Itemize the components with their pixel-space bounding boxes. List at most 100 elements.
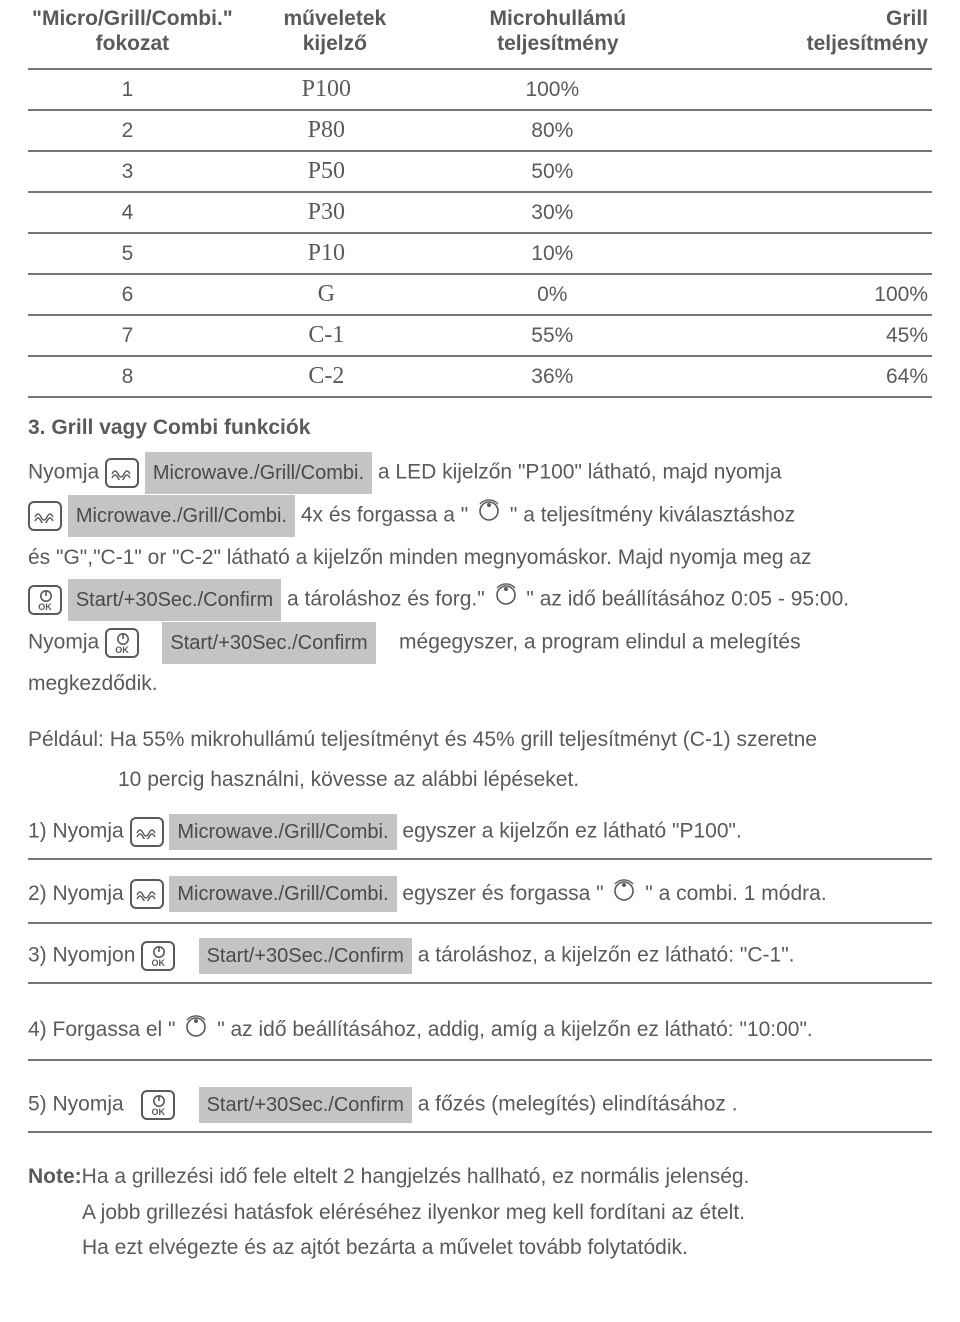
- table-row: 6G0%100%: [28, 275, 932, 314]
- cell-level: 2: [28, 111, 227, 150]
- start-label: Start/+30Sec./Confirm: [68, 579, 281, 621]
- cell-ops: C-1: [227, 316, 426, 355]
- note-label: Note:: [28, 1165, 82, 1188]
- text-4x: 4x és forgassa a ": [301, 504, 468, 527]
- cell-ops: C-2: [227, 357, 426, 396]
- mgc-label: Microwave./Grill/Combi.: [68, 495, 295, 537]
- dial-icon: [491, 578, 521, 622]
- power-ok-icon: OK: [141, 941, 175, 971]
- example-block: Például: Ha 55% mikrohullámú teljesítmén…: [28, 720, 932, 800]
- table-row: 8C-236%64%: [28, 357, 932, 396]
- cell-mw: 10%: [426, 234, 679, 273]
- cell-ops: P50: [227, 152, 426, 191]
- cell-level: 7: [28, 316, 227, 355]
- cell-mw: 100%: [426, 70, 679, 109]
- text-power-sel: " a teljesítmény kiválasztáshoz: [510, 504, 795, 527]
- cell-mw: 0%: [426, 275, 679, 314]
- cell-grill: [679, 152, 932, 191]
- step4-post: " az idő beállításához, addig, amíg a ki…: [217, 1018, 813, 1041]
- note-line1: Ha a grillezési idő fele eltelt 2 hangje…: [82, 1165, 750, 1188]
- power-ok-icon: OK: [141, 1090, 175, 1120]
- step-2: 2) Nyomja Microwave./Grill/Combi. egysze…: [28, 874, 932, 925]
- cell-grill: [679, 193, 932, 232]
- cell-ops: P80: [227, 111, 426, 150]
- instructions-block: Nyomja Microwave./Grill/Combi. a LED kij…: [28, 452, 932, 704]
- start-label: Start/+30Sec./Confirm: [199, 1087, 412, 1123]
- cell-level: 1: [28, 70, 227, 109]
- col-header-grill: Grill teljesítmény: [683, 0, 932, 68]
- step3-post: a tároláshoz, a kijelzőn ez látható: "C-…: [418, 944, 795, 967]
- text-led-p100: a LED kijelzőn "P100" látható, majd nyom…: [378, 461, 782, 484]
- col-header-level: "Micro/Grill/Combi." fokozat: [28, 0, 237, 68]
- wave-icon: [130, 879, 164, 909]
- col-header-mw: Microhullámú teljesítmény: [433, 0, 683, 68]
- text-press: Nyomja: [28, 461, 99, 484]
- cell-level: 3: [28, 152, 227, 191]
- table-row: 4P3030%: [28, 193, 932, 232]
- cell-ops: P100: [227, 70, 426, 109]
- power-ok-icon: OK: [28, 585, 62, 615]
- cell-mw: 30%: [426, 193, 679, 232]
- cell-grill: [679, 70, 932, 109]
- cell-ops: P10: [227, 234, 426, 273]
- step1-post: egyszer a kijelzőn ez látható "P100".: [402, 819, 741, 842]
- wave-icon: [28, 501, 62, 531]
- wave-icon: [130, 817, 164, 847]
- note-line2: A jobb grillezési hatásfok eléréséhez il…: [82, 1195, 932, 1231]
- cell-level: 6: [28, 275, 227, 314]
- section-title: 3. Grill vagy Combi funkciók: [28, 416, 932, 440]
- cell-grill: [679, 111, 932, 150]
- table-row: 2P8080%: [28, 111, 932, 150]
- cell-grill: 64%: [679, 357, 932, 396]
- cell-level: 4: [28, 193, 227, 232]
- table-row: 1P100100%: [28, 70, 932, 109]
- cell-grill: 45%: [679, 316, 932, 355]
- example-line1: Például: Ha 55% mikrohullámú teljesítmén…: [28, 728, 817, 751]
- step1-pre: 1) Nyomja: [28, 819, 124, 842]
- dial-icon: [181, 1010, 211, 1051]
- power-table: "Micro/Grill/Combi." fokozat műveletek k…: [28, 0, 932, 68]
- mgc-label: Microwave./Grill/Combi.: [145, 452, 372, 494]
- col-header-ops: műveletek kijelző: [237, 0, 433, 68]
- cell-ops: P30: [227, 193, 426, 232]
- table-row: 5P1010%: [28, 234, 932, 273]
- text-time-set: " az idő beállításához 0:05 - 95:00.: [526, 588, 849, 611]
- cell-mw: 36%: [426, 357, 679, 396]
- text-once-more: mégegyszer, a program elindul a melegíté…: [28, 631, 801, 695]
- step-1: 1) Nyomja Microwave./Grill/Combi. egysze…: [28, 814, 932, 860]
- dial-icon: [609, 874, 639, 915]
- note-block: Note:Ha a grillezési idő fele eltelt 2 h…: [28, 1159, 932, 1266]
- table-row: 7C-155%45%: [28, 316, 932, 355]
- cell-grill: [679, 234, 932, 273]
- cell-mw: 80%: [426, 111, 679, 150]
- cell-ops: G: [227, 275, 426, 314]
- mgc-label: Microwave./Grill/Combi.: [169, 814, 396, 850]
- text-and-g: és "G","C-1" or "C-2" látható a kijelzőn…: [28, 546, 812, 569]
- step2-post: " a combi. 1 módra.: [645, 882, 826, 905]
- start-label: Start/+30Sec./Confirm: [199, 938, 412, 974]
- text-press: Nyomja: [28, 631, 99, 654]
- step-3: 3) Nyomjon OK Start/+30Sec./Confirm a tá…: [28, 938, 932, 984]
- cell-mw: 55%: [426, 316, 679, 355]
- step5-post: a főzés (melegítés) elindításához .: [418, 1092, 738, 1115]
- wave-icon: [105, 458, 139, 488]
- step4-pre: 4) Forgassa el ": [28, 1018, 176, 1041]
- step-4: 4) Forgassa el " " az idő beállításához,…: [28, 1010, 932, 1061]
- table-row: 3P5050%: [28, 152, 932, 191]
- cell-mw: 50%: [426, 152, 679, 191]
- step2-mid: egyszer és forgassa ": [402, 882, 603, 905]
- power-ok-icon: OK: [105, 628, 139, 658]
- step5-pre: 5) Nyomja: [28, 1092, 124, 1115]
- mgc-label: Microwave./Grill/Combi.: [169, 876, 396, 912]
- example-line2: 10 percig használni, kövesse az alábbi l…: [118, 760, 579, 800]
- note-line3: Ha ezt elvégezte és az ajtót bezárta a m…: [82, 1230, 932, 1266]
- cell-level: 8: [28, 357, 227, 396]
- text-store-turn: a tároláshoz és forg.": [287, 588, 485, 611]
- step2-pre: 2) Nyomja: [28, 882, 124, 905]
- step-5: 5) Nyomja OK Start/+30Sec./Confirm a főz…: [28, 1087, 932, 1133]
- step3-pre: 3) Nyomjon: [28, 944, 135, 967]
- dial-icon: [474, 494, 504, 538]
- cell-level: 5: [28, 234, 227, 273]
- cell-grill: 100%: [679, 275, 932, 314]
- start-label: Start/+30Sec./Confirm: [162, 622, 375, 664]
